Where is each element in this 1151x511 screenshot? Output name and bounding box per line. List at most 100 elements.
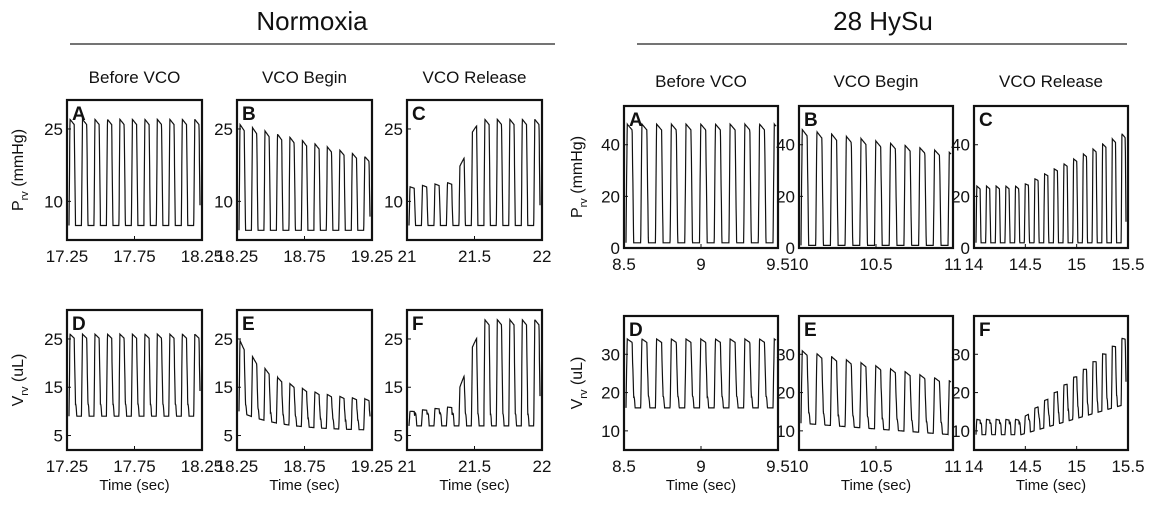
series-line: [238, 338, 371, 431]
y-tick-label: 10: [601, 422, 620, 441]
x-tick-label: 11: [944, 457, 962, 476]
y-tick-label: 5: [54, 427, 63, 446]
series-line: [975, 337, 1127, 436]
column-title: VCO Release: [423, 68, 527, 87]
x-axis-label: Time (sec): [439, 477, 509, 494]
panel-normoxia-c: VCO Release C 10 25 21 21.5 22: [384, 68, 551, 266]
panel-normoxia-e: E 5 15 25 18.25 18.75 19.25 Time (sec): [214, 308, 394, 494]
y-tick-label: 30: [776, 345, 795, 364]
y-tick-label: 15: [214, 378, 233, 397]
panel-normoxia-b: VCO Begin B 10 25 18.25 18.75 19.25: [214, 68, 393, 266]
y-tick-label: 10: [384, 192, 403, 211]
y-tick-label: 10: [44, 192, 63, 211]
x-tick-label: 11: [944, 255, 962, 274]
y-tick-label: 25: [44, 330, 63, 349]
series-line: [625, 122, 777, 244]
x-axis-label: Time (sec): [666, 477, 736, 494]
x-tick-label: 9.5: [766, 457, 790, 476]
y-axis-label: Prv (mmHg): [10, 129, 31, 211]
x-tick-label: 21: [398, 247, 417, 266]
x-axis-label: Time (sec): [99, 477, 169, 494]
y-tick-label: 20: [951, 187, 970, 206]
x-tick-label: 21.5: [458, 457, 491, 476]
x-tick-label: 17.75: [113, 457, 156, 476]
y-tick-label: 15: [384, 378, 403, 397]
y-axis-label-main: P: [569, 207, 586, 218]
series-line: [975, 133, 1127, 244]
x-tick-label: 18.75: [283, 457, 326, 476]
x-tick-label: 14: [965, 457, 984, 476]
panel-letter: D: [72, 314, 86, 335]
column-title: VCO Begin: [262, 68, 347, 87]
panel-normoxia-d: D 5 15 25 17.25 17.75 18.25 Time (sec) Vrv (uL): [10, 308, 224, 494]
y-tick-label: 20: [601, 187, 620, 206]
panel-letter: B: [242, 104, 256, 125]
x-tick-label: 17.25: [46, 247, 89, 266]
y-tick-label: 25: [214, 330, 233, 349]
x-tick-label: 8.5: [612, 255, 636, 274]
x-tick-label: 10.5: [859, 255, 892, 274]
y-tick-label: 25: [44, 120, 63, 139]
panel-letter: C: [412, 104, 426, 125]
x-tick-label: 18.75: [283, 247, 326, 266]
column-title: Before VCO: [89, 68, 181, 87]
x-tick-label: 18.25: [181, 457, 224, 476]
y-axis-label-subscript: rv: [578, 389, 590, 399]
y-tick-label: 0: [611, 239, 620, 258]
panel-28-hysu-a: Before VCO A 0 20 40 8.5 9 9.5 Prv (mmHg): [569, 72, 790, 274]
series-line: [408, 317, 541, 427]
panel-28-hysu-c: VCO Release C 0 20 40 14 14.5 15 15.5: [951, 72, 1144, 274]
panel-letter: F: [979, 320, 991, 341]
y-tick-label: 10: [776, 422, 795, 441]
panel-28-hysu-b: VCO Begin B 0 20 40 10 10.5 11: [776, 72, 962, 274]
y-axis-label: Prv (mmHg): [569, 136, 590, 218]
y-tick-label: 20: [601, 384, 620, 403]
x-tick-label: 9: [696, 255, 705, 274]
x-axis-label: Time (sec): [1016, 477, 1086, 494]
column-title: VCO Begin: [833, 72, 918, 91]
y-tick-label: 25: [214, 120, 233, 139]
y-tick-label: 25: [384, 120, 403, 139]
y-tick-label: 0: [786, 239, 795, 258]
y-axis-label-main: V: [10, 395, 27, 406]
panel-letter: D: [629, 320, 643, 341]
y-tick-label: 30: [601, 345, 620, 364]
series-line: [800, 128, 952, 246]
x-tick-label: 19.25: [351, 457, 394, 476]
series-line: [625, 337, 777, 409]
y-tick-label: 40: [951, 136, 970, 155]
plot-frame: [972, 104, 1130, 250]
series-line: [800, 349, 952, 436]
y-tick-label: 5: [394, 427, 403, 446]
series-line: [408, 117, 541, 227]
y-axis-label: Vrv (uL): [10, 354, 31, 407]
x-tick-label: 22: [533, 457, 552, 476]
plot-frame: [972, 314, 1130, 452]
group-title: 28 HySu: [833, 6, 933, 36]
y-tick-label: 5: [224, 427, 233, 446]
y-tick-label: 20: [776, 384, 795, 403]
y-tick-label: 20: [951, 384, 970, 403]
series-line: [68, 117, 201, 227]
y-tick-label: 30: [951, 345, 970, 364]
y-axis-label-unit: (mmHg): [10, 129, 27, 191]
y-tick-label: 25: [384, 330, 403, 349]
y-axis-label-subscript: rv: [19, 386, 31, 396]
x-tick-label: 14.5: [1009, 255, 1042, 274]
x-tick-label: 15: [1067, 255, 1086, 274]
x-tick-label: 18.25: [216, 457, 259, 476]
x-tick-label: 8.5: [612, 457, 636, 476]
y-axis-label-main: P: [10, 200, 27, 211]
x-tick-label: 14.5: [1009, 457, 1042, 476]
y-tick-label: 40: [776, 136, 795, 155]
x-tick-label: 15.5: [1111, 255, 1144, 274]
panel-letter: A: [629, 110, 643, 131]
x-tick-label: 17.25: [46, 457, 89, 476]
x-tick-label: 18.25: [216, 247, 259, 266]
x-tick-label: 10: [790, 255, 809, 274]
y-tick-label: 10: [214, 192, 233, 211]
series-line: [68, 332, 201, 417]
y-tick-label: 0: [961, 239, 970, 258]
panel-normoxia-f: F 5 15 25 21 21.5 22 Time (sec): [384, 308, 552, 494]
